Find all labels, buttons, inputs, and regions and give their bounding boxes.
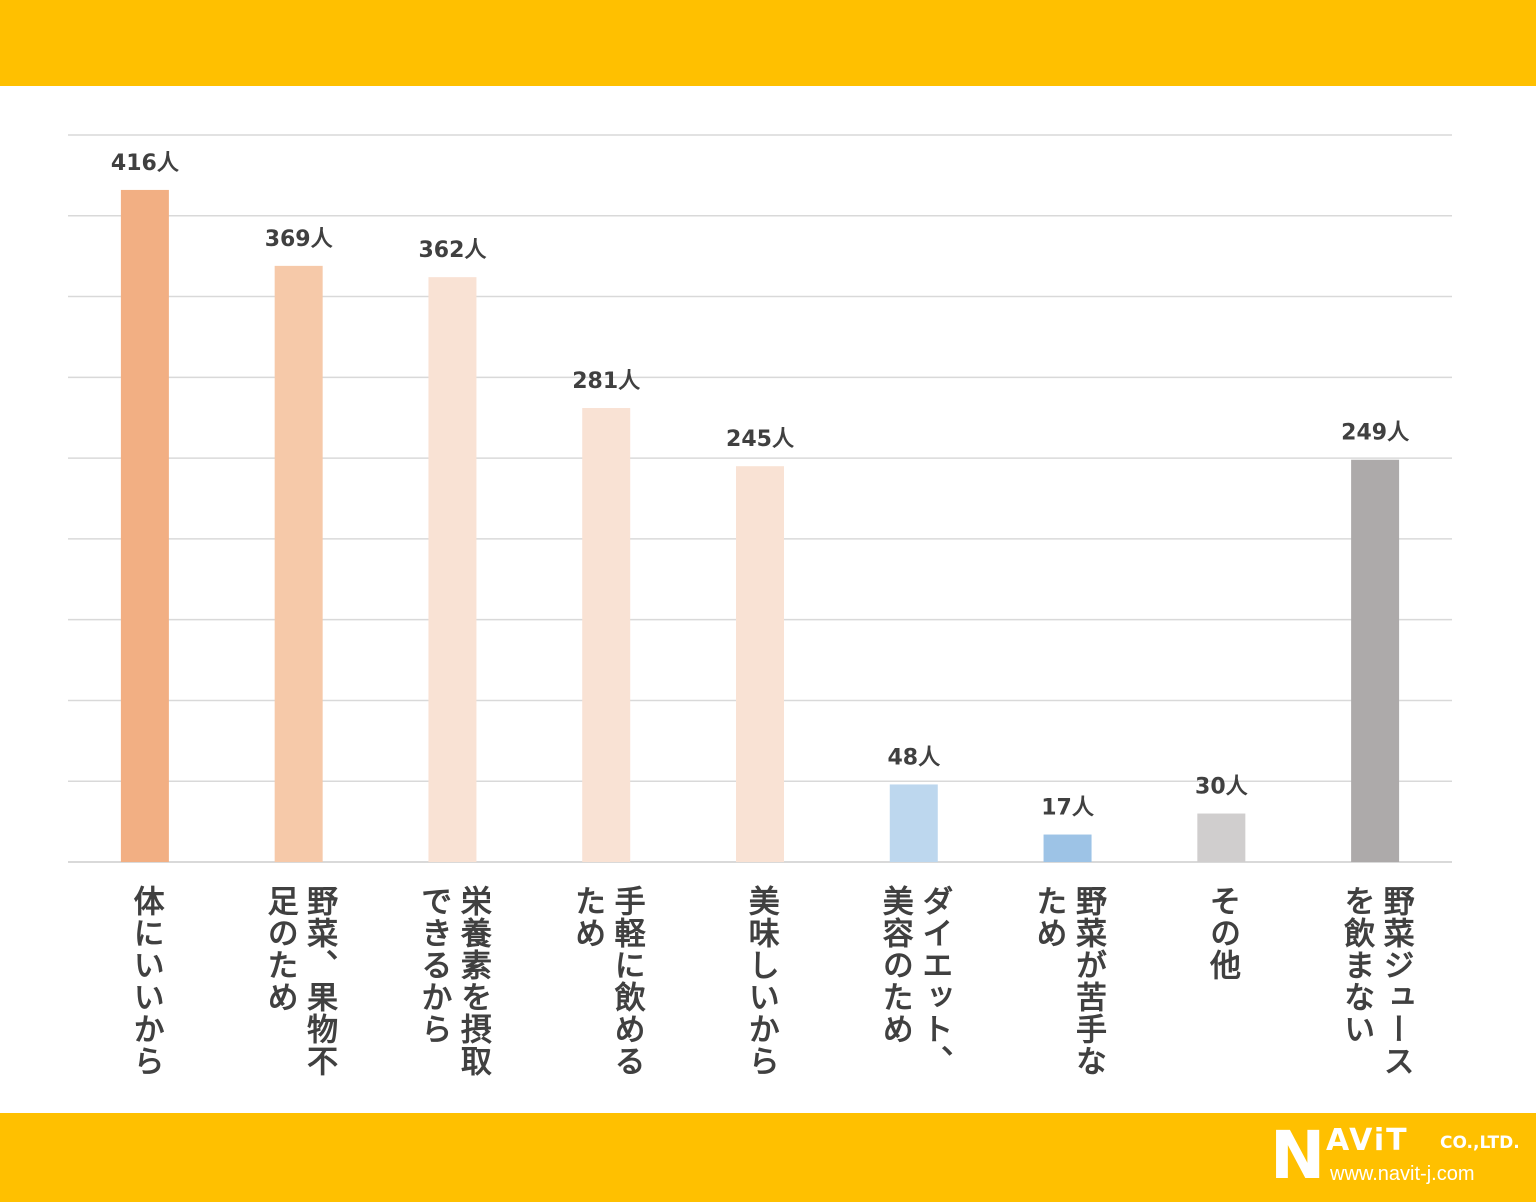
category-label-line: 野菜が苦手な (1070, 885, 1106, 1077)
category-label-9: 野菜ジュース を飲まない (1298, 885, 1452, 1077)
bar-9 (1351, 459, 1400, 862)
bar-7 (1043, 834, 1092, 862)
category-label-line: 手軽に飲める (608, 885, 645, 1077)
bottom-banner (0, 1113, 1536, 1202)
bar-8 (1197, 813, 1246, 862)
logo-word: AViT (1326, 1123, 1409, 1158)
category-label-line: ため (1030, 885, 1067, 949)
top-banner (0, 0, 1536, 86)
category-label-line: 栄養素を摂取 (454, 885, 491, 1077)
bar-3 (428, 277, 477, 862)
category-label-line: を飲まない (1338, 885, 1375, 1045)
logo-url: www.navit-j.com (1330, 1163, 1475, 1185)
bar-1 (120, 189, 169, 862)
data-label-9: 249人 (1341, 421, 1409, 446)
category-label-line: できるから (415, 885, 452, 1045)
category-label-5: 美味しいから (683, 885, 837, 1077)
category-label-6: ダイエット、 美容のため (837, 885, 991, 1077)
category-label-line: 体にいいから (127, 885, 164, 1077)
data-label-4: 281人 (572, 369, 640, 394)
category-label-8: その他 (1144, 885, 1298, 981)
data-label-6: 48人 (887, 745, 940, 770)
category-label-line: 美容のため (876, 885, 913, 1045)
bar-6 (889, 784, 938, 862)
category-label-line: 足のため (261, 885, 298, 1013)
data-label-2: 369人 (265, 227, 333, 252)
category-label-line: その他 (1204, 885, 1241, 981)
bar-5 (736, 466, 784, 862)
category-label-2: 野菜、果物不 足のため (222, 885, 376, 1077)
bar-chart: 416人 369人 362人 281人 245人 48人 17人 30人 249人 (68, 134, 1452, 863)
category-label-line: 野菜ジュース (1377, 885, 1414, 1077)
bar-2 (274, 265, 323, 862)
category-label-line: ダイエット、 (916, 885, 953, 1077)
data-label-1: 416人 (111, 151, 179, 176)
category-label-4: 手軽に飲める ため (529, 885, 683, 1077)
logo-letter: N (1270, 1117, 1326, 1194)
category-label-line: 美味しいから (742, 885, 779, 1077)
data-label-3: 362人 (418, 238, 486, 263)
category-label-line: 野菜、果物不 (301, 885, 338, 1077)
category-label-3: 栄養素を摂取 できるから (376, 885, 530, 1077)
data-label-5: 245人 (726, 427, 794, 452)
data-label-7: 17人 (1041, 796, 1094, 821)
data-label-8: 30人 (1195, 775, 1248, 800)
category-label-line: ため (569, 885, 606, 949)
logo-company: CO.,LTD. (1440, 1133, 1520, 1153)
navit-logo: N AViT CO.,LTD. www.navit-j.com (1270, 1120, 1530, 1192)
category-label-1: 体にいいから (68, 885, 222, 1077)
bar-4 (582, 408, 631, 862)
category-label-7: 野菜が苦手な ため (991, 885, 1145, 1077)
